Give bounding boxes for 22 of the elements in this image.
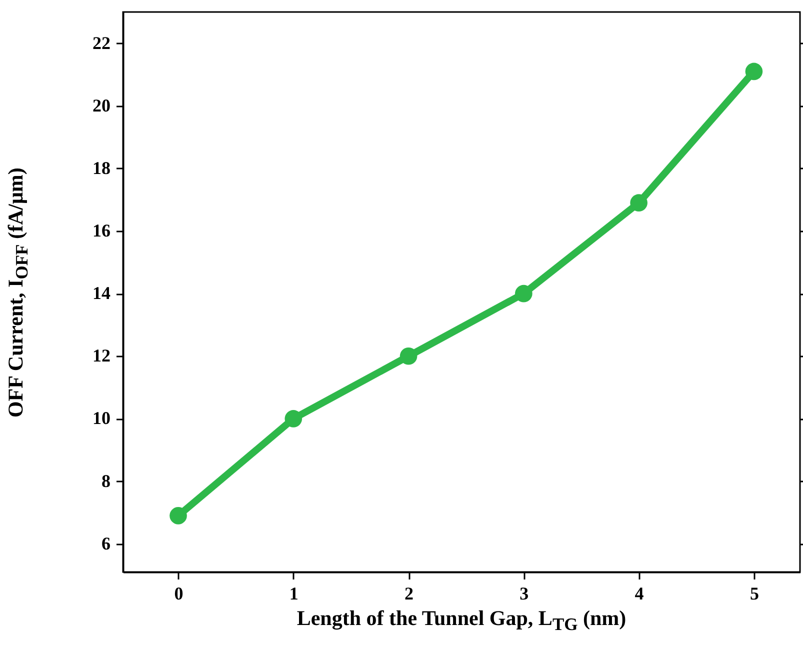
y-tick-label: 14 [92,283,110,304]
x-tick-label: 5 [750,584,759,604]
point [400,347,418,365]
y-tick-label: 16 [92,220,110,240]
point [284,410,302,428]
x-tick-label: 2 [404,584,414,604]
x-tick-label: 3 [520,584,529,604]
x-tick-label: 0 [174,584,184,604]
point [170,507,187,524]
y-tick-label: 12 [92,346,110,366]
x-tick-label: 1 [289,584,298,604]
y-tick-label: 8 [102,470,110,491]
point [630,194,648,212]
y-tick-label: 18 [92,158,110,178]
point [515,284,532,302]
point [745,62,763,80]
y-tick-label: 20 [92,95,110,116]
y-tick-label: 6 [102,533,110,554]
x-axis-title: Length of the Tunnel Gap, L$_{TG}$ (nm) [296,606,628,636]
y-tick-label: 10 [92,408,110,428]
y-tick-label: 22 [92,32,110,53]
x-tick-label: 4 [634,584,644,604]
